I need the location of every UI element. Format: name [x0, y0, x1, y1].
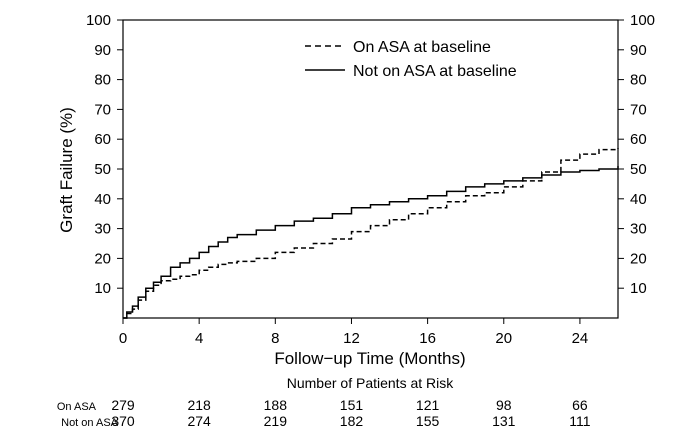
y-tick-label-right: 10	[630, 280, 647, 297]
x-tick-label: 24	[572, 330, 589, 347]
y-tick-label-right: 70	[630, 101, 647, 118]
risk-value-not-on-asa: 274	[187, 413, 211, 429]
risk-value-not-on-asa: 155	[416, 413, 440, 429]
y-tick-label-left: 10	[94, 280, 111, 297]
risk-value-on-asa: 121	[416, 397, 440, 413]
risk-value-on-asa: 279	[111, 397, 135, 413]
y-tick-label-right: 50	[630, 161, 647, 178]
series-line-on-asa	[123, 148, 619, 319]
y-tick-label-left: 80	[94, 72, 111, 89]
legend-label-on-asa: On ASA at baseline	[353, 39, 491, 56]
y-tick-label-left: 70	[94, 101, 111, 118]
y-tick-label-right: 60	[630, 131, 647, 148]
series-line-not-on-asa	[123, 166, 619, 319]
x-tick-label: 4	[195, 330, 203, 347]
risk-value-not-on-asa: 219	[264, 413, 288, 429]
series-layer	[123, 148, 619, 319]
y-tick-label-left: 50	[94, 161, 111, 178]
y-tick-label-right: 30	[630, 221, 647, 238]
legend-label-not-on-asa: Not on ASA at baseline	[353, 63, 517, 80]
x-tick-label: 20	[495, 330, 512, 347]
x-tick-label: 8	[271, 330, 279, 347]
x-axis-title: Follow−up Time (Months)	[274, 349, 465, 368]
y-axis-title: Graft Failure (%)	[57, 107, 76, 233]
risk-table-title: Number of Patients at Risk	[287, 375, 455, 391]
y-axis-right: 10 20 30 40 50 60 70 80 90 100	[618, 12, 655, 297]
risk-row-label-not-on-asa: Not on ASA	[61, 417, 119, 429]
risk-table-values: 279 218 188 151 121 98 66 370 274 219 182 155 131 111	[111, 397, 590, 429]
x-tick-label: 0	[119, 330, 127, 347]
y-tick-label-left: 30	[94, 221, 111, 238]
risk-value-on-asa: 98	[496, 397, 512, 413]
risk-value-not-on-asa: 111	[569, 413, 590, 429]
x-tick-label: 12	[343, 330, 360, 347]
y-tick-label-left: 20	[94, 250, 111, 267]
risk-value-not-on-asa: 370	[111, 413, 135, 429]
y-tick-label-right: 40	[630, 191, 647, 208]
y-tick-label-left: 40	[94, 191, 111, 208]
y-tick-label-left: 60	[94, 131, 111, 148]
risk-value-not-on-asa: 131	[492, 413, 516, 429]
y-tick-label-left: 90	[94, 42, 111, 59]
risk-value-on-asa: 151	[340, 397, 364, 413]
risk-value-on-asa: 188	[264, 397, 288, 413]
risk-value-on-asa: 66	[572, 397, 588, 413]
risk-value-not-on-asa: 182	[340, 413, 364, 429]
risk-value-on-asa: 218	[187, 397, 211, 413]
y-axis-left: 10 20 30 40 50 60 70 80 90 100	[86, 12, 123, 297]
y-tick-label-left: 100	[86, 12, 111, 29]
risk-row-label-on-asa: On ASA	[57, 401, 97, 413]
y-tick-label-right: 100	[630, 12, 655, 29]
y-tick-label-right: 90	[630, 42, 647, 59]
x-axis: 0 4 8 12 16 20 24	[119, 318, 588, 347]
y-tick-label-right: 80	[630, 72, 647, 89]
y-tick-label-right: 20	[630, 250, 647, 267]
x-tick-label: 16	[419, 330, 436, 347]
legend: On ASA at baseline Not on ASA at baselin…	[305, 39, 517, 80]
